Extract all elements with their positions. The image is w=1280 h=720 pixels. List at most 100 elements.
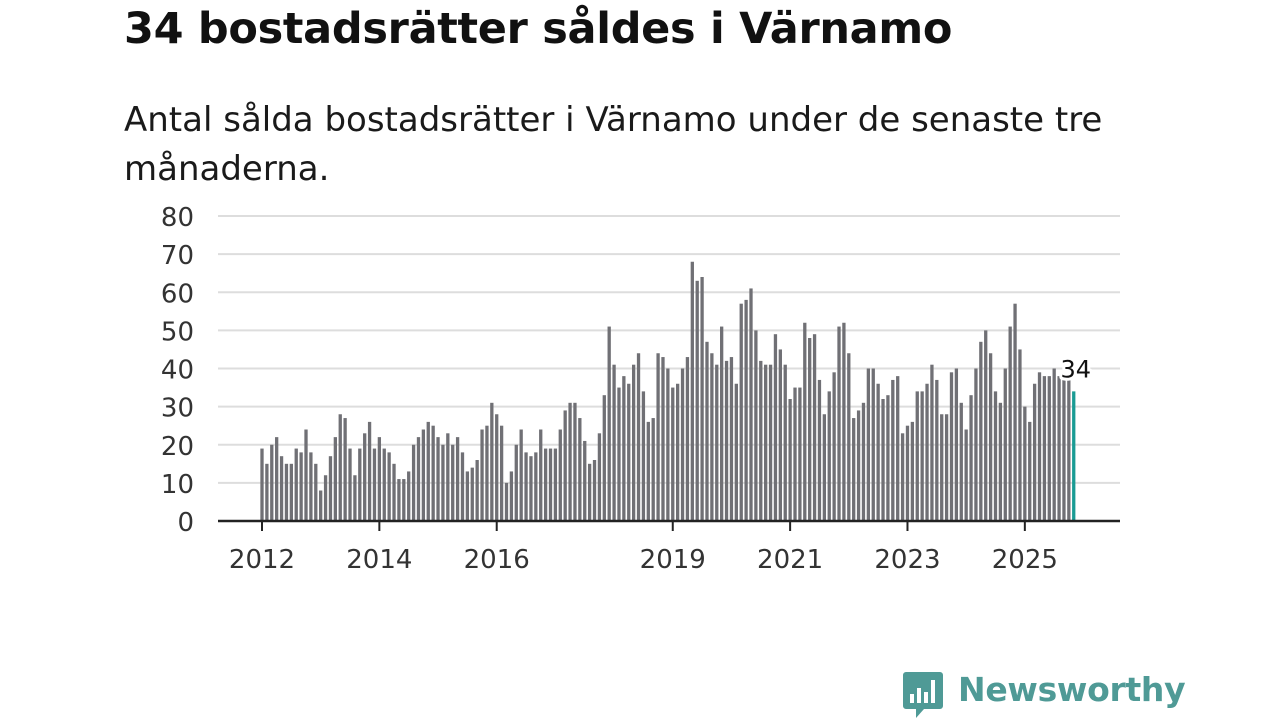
bar xyxy=(416,437,421,522)
bar xyxy=(387,452,391,522)
bar xyxy=(866,368,871,521)
bar xyxy=(671,387,675,521)
bar xyxy=(925,383,929,521)
bar xyxy=(592,460,597,521)
bar xyxy=(548,448,553,521)
bar xyxy=(397,479,401,521)
bar xyxy=(407,471,411,521)
bar xyxy=(764,364,768,521)
bar xyxy=(793,387,797,521)
bar xyxy=(891,379,895,521)
bar xyxy=(685,357,690,521)
chart-title: 34 bostadsrätter såldes i Värnamo xyxy=(124,4,953,54)
bar xyxy=(436,437,440,522)
bar xyxy=(930,364,934,521)
bar xyxy=(1018,349,1022,521)
bar xyxy=(363,433,367,521)
y-tick-label: 60 xyxy=(161,279,194,309)
bar xyxy=(372,448,377,521)
y-axis-labels: 0 10 20 30 40 50 60 70 80 xyxy=(161,203,194,538)
bar xyxy=(284,463,289,521)
bar xyxy=(1037,372,1042,521)
bar xyxy=(720,326,724,521)
bar xyxy=(998,402,1003,521)
bar xyxy=(915,391,919,522)
y-tick-label: 70 xyxy=(161,241,194,271)
bar xyxy=(299,452,303,522)
bar xyxy=(314,463,318,521)
y-tick-label: 30 xyxy=(161,394,194,424)
y-tick-label: 40 xyxy=(161,356,194,386)
bar xyxy=(578,418,582,521)
bar xyxy=(773,334,778,521)
bar xyxy=(333,437,337,522)
x-tick-label: 2012 xyxy=(229,545,295,575)
bar xyxy=(641,391,646,522)
bar xyxy=(666,368,670,521)
bar xyxy=(499,425,504,521)
bar xyxy=(700,277,704,521)
bar xyxy=(353,475,357,521)
bar xyxy=(289,463,293,521)
bar xyxy=(812,334,817,521)
bar xyxy=(411,444,416,521)
bar xyxy=(822,414,826,521)
bar xyxy=(319,490,323,521)
bar xyxy=(392,463,396,521)
bar xyxy=(969,395,973,521)
bar xyxy=(710,353,714,521)
bar xyxy=(798,387,802,521)
bar xyxy=(509,471,514,521)
bar xyxy=(954,368,959,521)
bar xyxy=(631,364,636,521)
newsworthy-logo-text: Newsworthy xyxy=(958,670,1186,709)
chart-subtitle: Antal sålda bostadsrätter i Värnamo unde… xyxy=(124,100,1103,189)
bar xyxy=(402,479,406,521)
bar xyxy=(460,452,465,522)
bar xyxy=(270,444,274,521)
bar xyxy=(1023,406,1027,522)
bar xyxy=(861,402,866,521)
bar xyxy=(451,444,455,521)
bar xyxy=(715,364,719,521)
bar xyxy=(739,303,743,521)
bar xyxy=(832,372,836,521)
bar xyxy=(847,353,851,521)
bar xyxy=(680,368,685,521)
bar xyxy=(837,326,841,521)
bar xyxy=(705,341,709,521)
bar xyxy=(348,448,352,521)
bar xyxy=(1057,376,1061,522)
bar xyxy=(367,421,372,522)
bar xyxy=(1062,379,1066,521)
bar xyxy=(744,299,748,522)
bar xyxy=(817,379,822,521)
bar xyxy=(480,429,484,521)
y-tick-label: 10 xyxy=(161,470,194,500)
bar xyxy=(964,429,968,521)
bar xyxy=(636,353,641,521)
bar xyxy=(935,379,939,521)
bar xyxy=(504,482,509,522)
bar xyxy=(260,448,264,521)
bar xyxy=(328,456,333,521)
bar xyxy=(808,338,812,521)
bar xyxy=(1003,368,1007,521)
x-tick-label: 2021 xyxy=(757,545,823,575)
bar xyxy=(729,357,734,521)
bar xyxy=(695,280,699,521)
bar xyxy=(343,418,347,521)
bar xyxy=(455,437,460,522)
bar xyxy=(563,410,567,521)
bar xyxy=(465,471,470,521)
bar xyxy=(651,418,655,521)
bar xyxy=(896,376,900,522)
bar xyxy=(573,402,577,521)
bar xyxy=(984,330,988,522)
bar xyxy=(568,402,572,521)
bar xyxy=(543,448,548,521)
bar xyxy=(426,421,430,522)
bar xyxy=(607,326,611,521)
y-tick-label: 50 xyxy=(161,317,194,347)
bar xyxy=(597,433,602,521)
